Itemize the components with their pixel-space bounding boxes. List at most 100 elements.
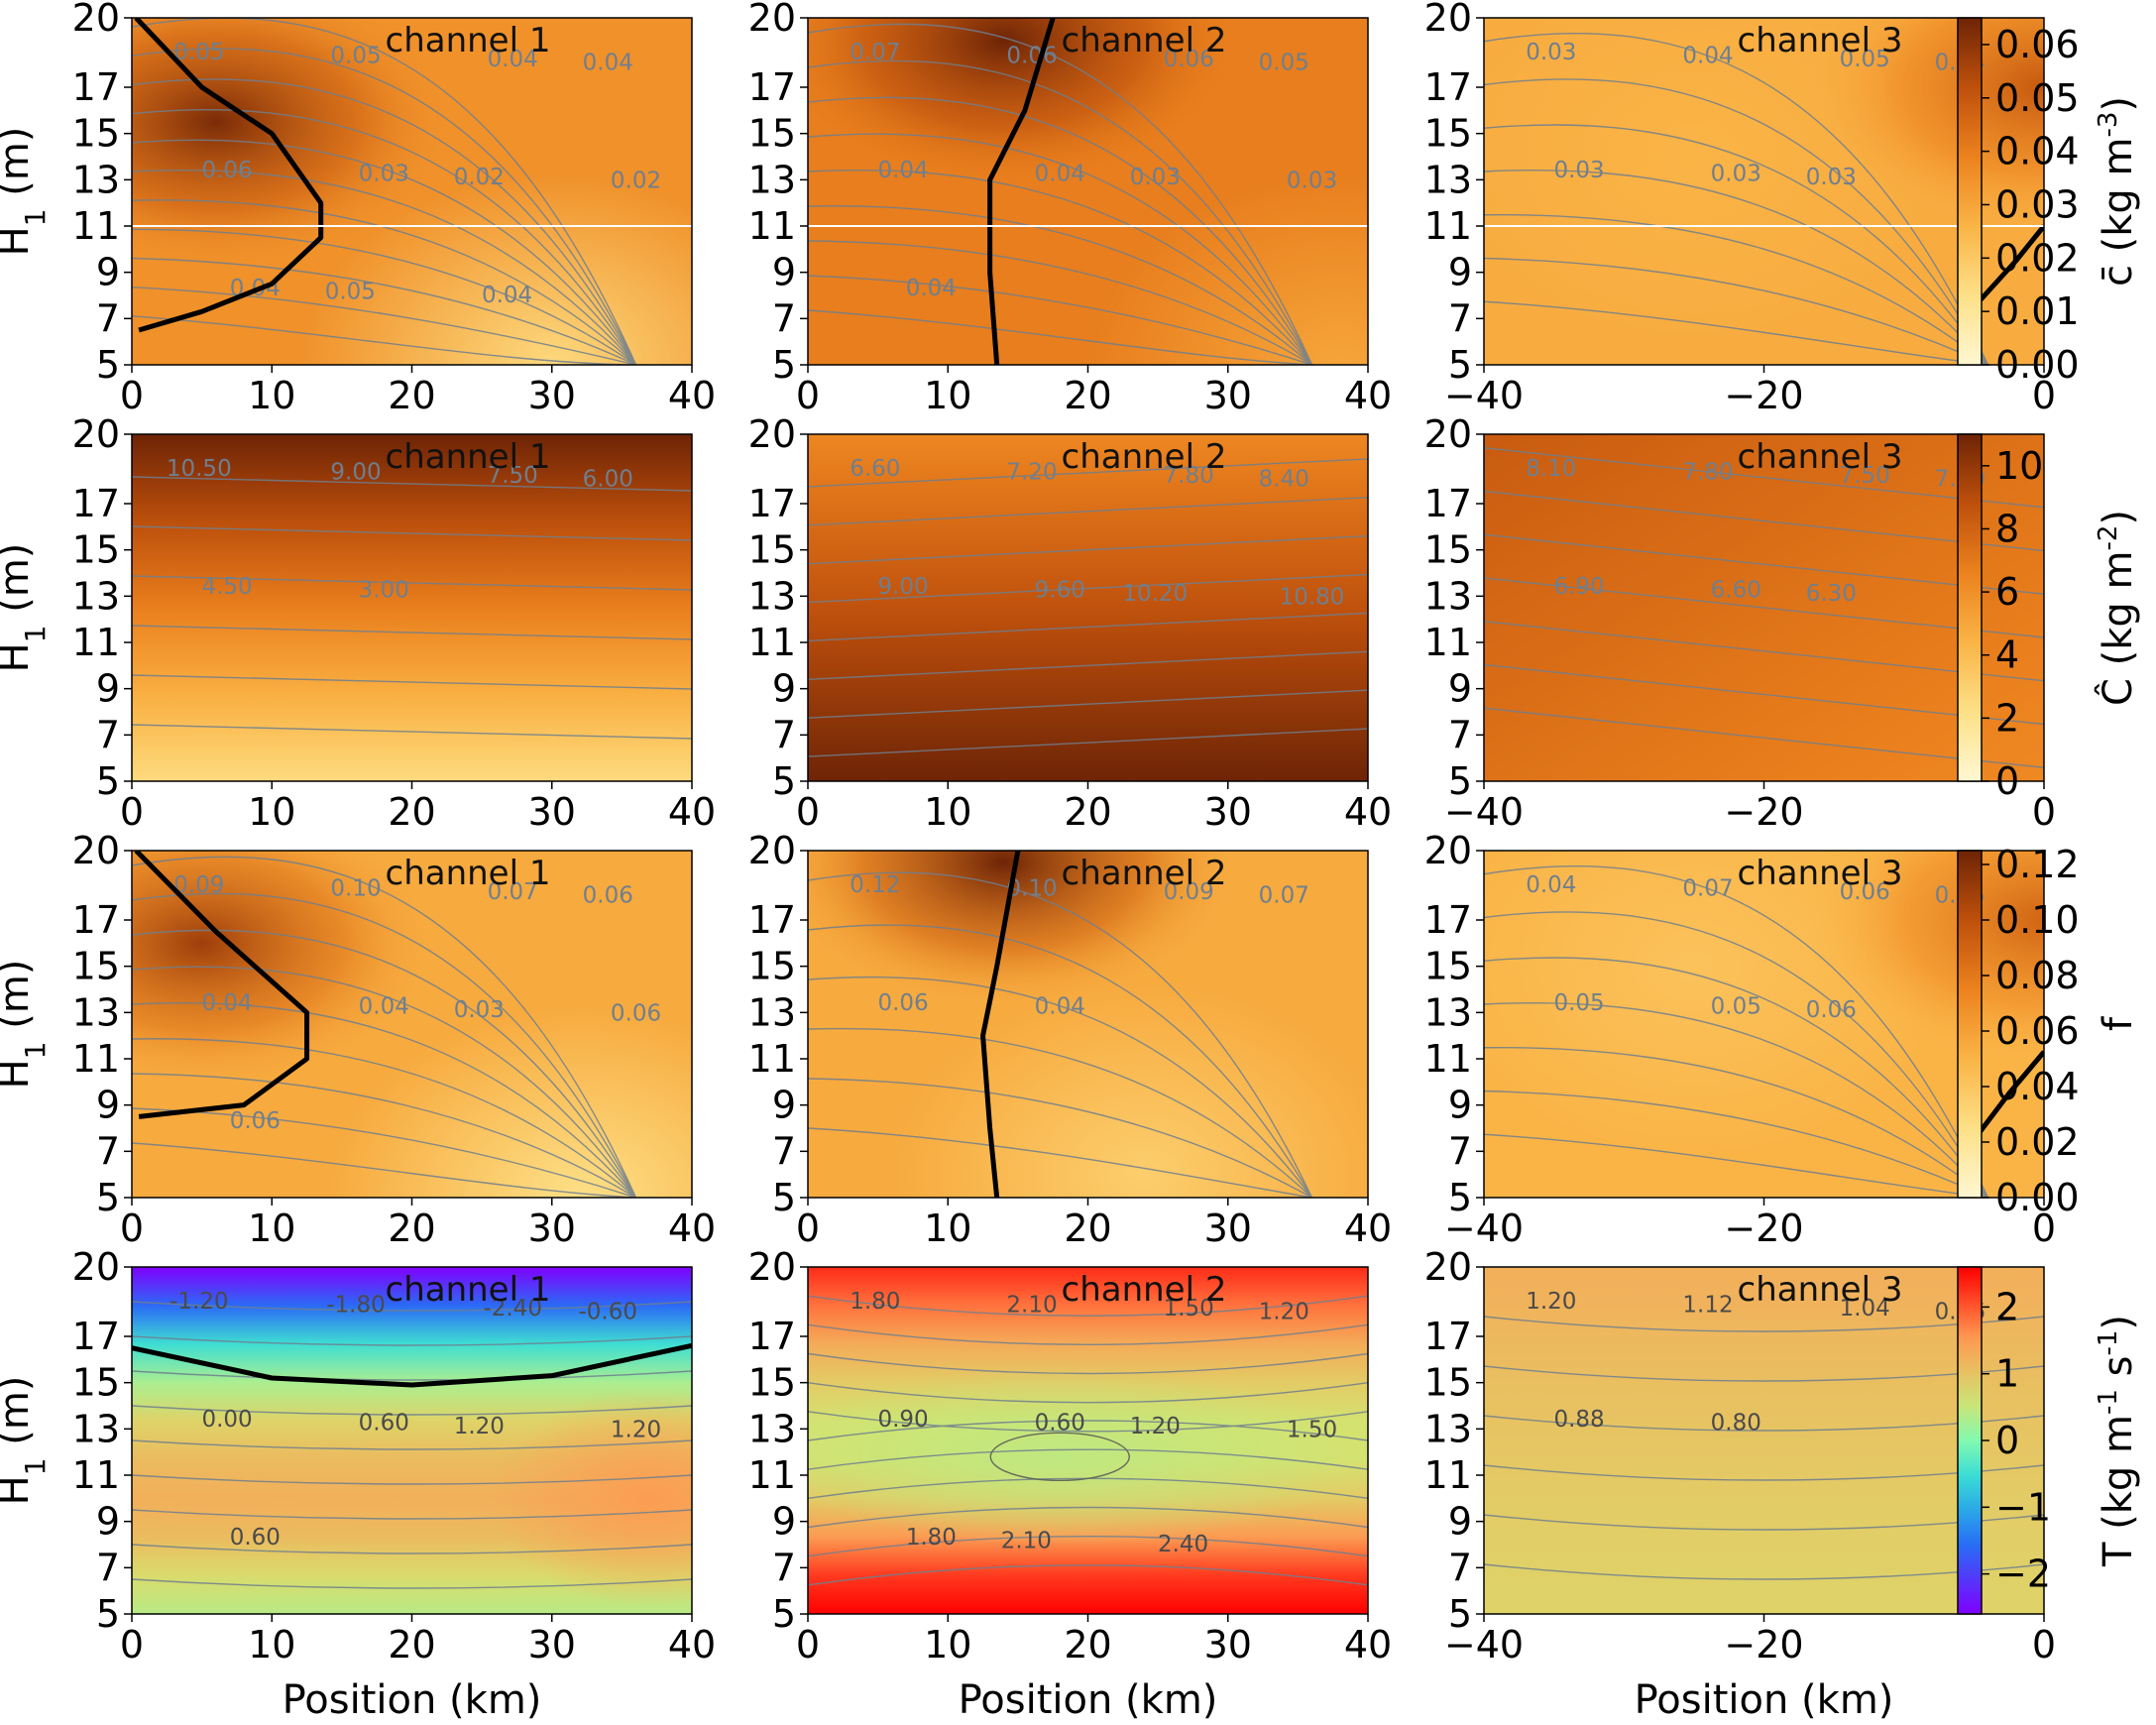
contour-label: 0.04 <box>201 990 252 1016</box>
x-axis-label: Position (km) <box>283 1677 542 1723</box>
y-tick-label: 9 <box>772 1500 796 1544</box>
x-tick-label: 10 <box>248 374 295 417</box>
x-tick-label: −40 <box>1444 1623 1524 1667</box>
contour-label: 0.05 <box>1840 47 1890 72</box>
y-tick-label: 7 <box>96 713 120 756</box>
y-tick-label: 5 <box>1448 1592 1472 1636</box>
panel-title: channel 3 <box>1738 437 1903 477</box>
contour-label: 0.09 <box>1164 879 1214 905</box>
x-tick-label: 0 <box>2032 1207 2056 1250</box>
y-tick-label: 11 <box>72 204 120 248</box>
y-tick-label: 20 <box>1424 1245 1472 1289</box>
contour-label: 0.04 <box>482 283 532 308</box>
y-tick-label: 11 <box>1424 204 1472 248</box>
colorbar-tick-label: 2 <box>1995 696 2019 740</box>
contour-line <box>1484 1046 1988 1198</box>
y-tick-label: 11 <box>72 1453 120 1497</box>
colorbar-gradient <box>1957 850 1983 1199</box>
contour-line <box>808 1506 1368 1529</box>
contour-label: 0.03 <box>1711 162 1761 187</box>
contour-line <box>1484 32 1989 365</box>
y-tick-label: 13 <box>72 990 120 1034</box>
contour-line <box>132 1544 692 1554</box>
x-tick-label: 0 <box>796 374 820 417</box>
contour-line <box>1484 169 1989 365</box>
x-tick-label: 10 <box>924 1207 971 1250</box>
y-tick-label: 15 <box>72 1361 120 1405</box>
contour-label: 1.20 <box>1130 1414 1181 1439</box>
y-tick-label: 11 <box>1424 1453 1472 1497</box>
contour-line <box>132 1370 692 1381</box>
contour-line <box>808 976 1313 1198</box>
y-tick-label: 9 <box>772 667 796 711</box>
colorbar-label: Ĉ (kg m-2) <box>2094 510 2141 706</box>
contour-label: 0.02 <box>611 169 661 194</box>
x-tick-label: 10 <box>248 1207 295 1250</box>
y-tick-label: 15 <box>72 945 120 988</box>
panel-f-channel-1: 0.09 0.10 0.07 0.060.04 0.04 0.03 0.060.06chan… <box>0 829 716 1250</box>
contour-label: 7.80 <box>1682 460 1733 486</box>
panel-title: channel 2 <box>1062 437 1227 477</box>
contour-line <box>132 476 692 492</box>
y-tick-label: 20 <box>1424 0 1472 40</box>
contour-label: 2.40 <box>1158 1532 1208 1557</box>
contour-line <box>1484 1001 1989 1198</box>
contour-line <box>132 139 637 365</box>
contour-label: 0.04 <box>359 994 409 1020</box>
panel-title: channel 2 <box>1062 1270 1227 1310</box>
contour-label: 0.04 <box>488 47 538 72</box>
contour-label: 6.60 <box>850 456 900 482</box>
x-tick-label: 30 <box>528 1623 576 1667</box>
y-tick-label: 5 <box>96 1176 120 1219</box>
contour-label: 0.88 <box>1553 1407 1604 1433</box>
contour-label: 0.03 <box>1553 158 1604 183</box>
contour-lines <box>1484 32 1989 365</box>
y-tick-label: 13 <box>72 1407 120 1450</box>
y-tick-label: 20 <box>72 829 120 872</box>
x-tick-label: 20 <box>1064 790 1111 834</box>
y-tick-label: 13 <box>1424 574 1472 618</box>
y-tick-label: 15 <box>1424 112 1472 156</box>
panel-c_bar-channel-1: 0.05 0.05 0.04 0.04 0.06 0.03 0.02 0.02 0.04 0.05… <box>0 0 716 417</box>
contour-label: 0.06 <box>877 990 928 1016</box>
y-tick-label: 7 <box>772 296 796 340</box>
colorbar-tick-label: 4 <box>1995 633 2019 677</box>
colorbar-label: T (kg m-1 s-1) <box>2094 1315 2141 1567</box>
contour-label: 6.30 <box>1806 581 1857 607</box>
x-tick-label: −40 <box>1444 1207 1524 1250</box>
panel-c_bar-channel-2: 0.07 0.06 0.06 0.05 0.04 0.04 0.03 0.03 0.04 chan… <box>748 0 1393 417</box>
x-axis-label: Position (km) <box>959 1677 1218 1723</box>
contour-label: 0.04 <box>877 158 928 183</box>
contour-label: 1.20 <box>611 1418 661 1443</box>
y-tick-label: 15 <box>72 528 120 572</box>
y-tick-label: 15 <box>748 112 796 156</box>
contour-line <box>132 724 692 740</box>
contour-label: 0.04 <box>1526 872 1576 898</box>
y-tick-label: 20 <box>1424 412 1472 456</box>
contour-label: 0.05 <box>173 40 224 65</box>
heatmap-high-region <box>808 18 1239 187</box>
contour-line <box>808 1078 1312 1198</box>
contour-line <box>1484 911 1989 1198</box>
heatmap-field: 0.09 0.10 0.07 0.060.04 0.04 0.03 0.060.06 <box>132 851 692 1198</box>
y-tick-label: 7 <box>1448 296 1472 340</box>
contour-label: 0.05 <box>325 280 376 305</box>
contour-line <box>132 108 637 365</box>
x-tick-label: 30 <box>528 1207 576 1250</box>
heatmap-low-region <box>327 1006 692 1198</box>
contour-line <box>132 1335 692 1346</box>
contour-line <box>808 309 1312 365</box>
y-tick-label: 5 <box>772 1176 796 1219</box>
y-tick-label: 9 <box>772 1084 796 1127</box>
contour-label: 0.03 <box>359 162 409 187</box>
contour-line <box>808 1352 1368 1375</box>
colorbar-tick-label: 0.08 <box>1995 954 2080 997</box>
y-tick-label: 9 <box>1448 667 1472 711</box>
heatmap-gradient <box>132 434 692 781</box>
contour-label: 0.06 <box>1164 47 1214 72</box>
contour-label: 0.60 <box>1035 1411 1085 1437</box>
contour-line <box>132 1107 636 1198</box>
contour-label: 0.06 <box>201 158 252 183</box>
contour-line <box>808 133 1313 365</box>
